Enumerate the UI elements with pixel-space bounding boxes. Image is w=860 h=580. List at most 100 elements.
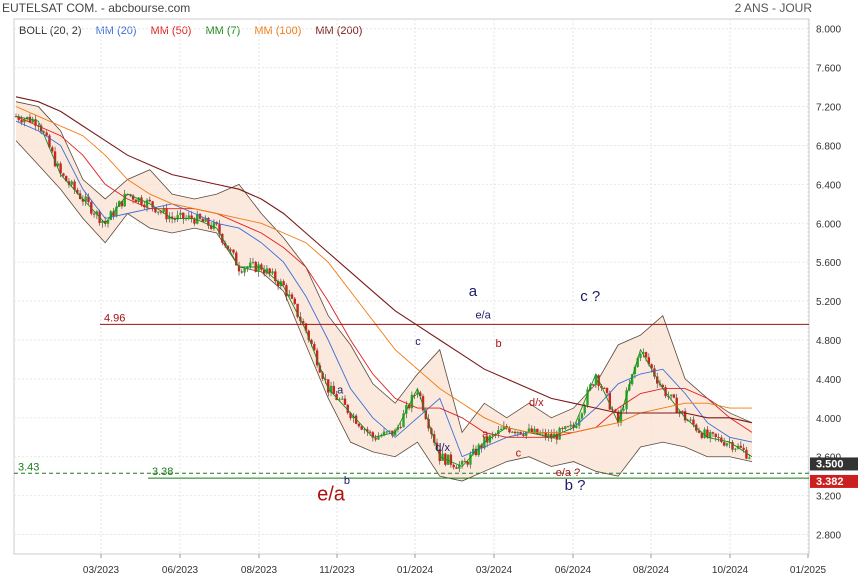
- mm50-line: [15, 115, 753, 438]
- candle-body: [170, 216, 174, 219]
- candle-body: [644, 352, 648, 358]
- x-tick-label: 11/2023: [319, 565, 355, 576]
- candle-body: [212, 222, 216, 229]
- wave-label: e/a: [475, 310, 491, 322]
- x-tick-label: 08/2023: [241, 565, 278, 576]
- x-tick-label: 01/2025: [790, 565, 827, 576]
- y-tick-label: 4.400: [816, 375, 841, 386]
- candle-body: [346, 404, 349, 413]
- legend-mm100[interactable]: MM (100): [254, 25, 302, 37]
- candle-body: [656, 376, 659, 384]
- candle-body: [505, 426, 508, 428]
- candle-body: [201, 218, 204, 222]
- candle-body: [315, 350, 319, 366]
- candle-body: [385, 431, 388, 433]
- candle-body: [301, 321, 305, 324]
- candle-body: [625, 390, 628, 410]
- candle-body: [669, 394, 673, 397]
- plot-frame: [13, 18, 810, 555]
- candle-body: [446, 454, 450, 465]
- value-badge-label: 3.500: [816, 458, 844, 470]
- x-tick-label: 08/2024: [633, 565, 670, 576]
- candle-body: [34, 119, 37, 126]
- candle-body: [703, 429, 706, 438]
- candle-body: [555, 433, 559, 440]
- candle-body: [340, 398, 344, 400]
- legend-boll[interactable]: BOLL (20, 2): [19, 25, 82, 37]
- candle-body: [62, 173, 65, 176]
- candle-body: [748, 457, 751, 459]
- candle-body: [566, 426, 570, 428]
- legend-mm50[interactable]: MM (50): [150, 25, 192, 37]
- candle-body: [288, 294, 291, 297]
- candle-body: [352, 415, 355, 419]
- candle-body: [700, 432, 704, 438]
- candle-body: [619, 410, 623, 423]
- candle-body: [564, 426, 567, 430]
- candle-body: [190, 215, 193, 220]
- candle-body: [243, 268, 246, 273]
- candle-body: [536, 428, 539, 435]
- y-tick-label: 5.200: [816, 297, 841, 308]
- wave-label: b: [344, 475, 350, 487]
- candle-body: [374, 437, 377, 440]
- wave-label: b: [496, 338, 502, 350]
- candle-body: [382, 431, 386, 436]
- candle-body: [717, 437, 720, 439]
- wave-label: a: [469, 283, 478, 300]
- candle-body: [616, 411, 620, 423]
- candle-body: [524, 431, 528, 436]
- y-tick-label: 3.200: [816, 492, 841, 503]
- candle-body: [187, 215, 191, 218]
- x-tick-label: 03/2024: [476, 565, 513, 576]
- candle-body: [410, 394, 414, 409]
- candle-body: [371, 432, 375, 438]
- candle-body: [165, 208, 168, 220]
- candle-body: [173, 218, 177, 220]
- candle-body: [547, 433, 550, 438]
- candle-body: [45, 132, 48, 136]
- level-label-343: 3.43: [18, 461, 39, 473]
- candle-body: [70, 181, 73, 185]
- candle-body: [630, 374, 634, 385]
- y-tick-label: 6.800: [816, 141, 841, 152]
- candle-body: [31, 119, 34, 123]
- candle-body: [460, 461, 464, 465]
- candle-body: [193, 219, 196, 224]
- wave-label: e/a ?: [556, 467, 580, 479]
- candle-body: [533, 428, 536, 434]
- candle-body: [608, 392, 612, 410]
- candle-body: [519, 431, 522, 435]
- legend-mm200[interactable]: MM (200): [315, 25, 363, 37]
- candle-body: [706, 429, 709, 438]
- candle-body: [642, 352, 645, 354]
- candle-body: [106, 219, 110, 224]
- mm100-line: [15, 106, 752, 433]
- period-label[interactable]: 2 ANS - JOUR: [734, 1, 812, 15]
- candle-body: [123, 193, 126, 207]
- y-tick-label: 6.000: [816, 219, 841, 230]
- candle-body: [229, 249, 232, 251]
- candle-body: [530, 428, 533, 434]
- candle-body: [380, 435, 383, 437]
- moving-averages: [15, 96, 753, 468]
- candle-body: [594, 375, 598, 386]
- legend-mm7[interactable]: MM (7): [205, 25, 241, 37]
- candle-body: [140, 197, 143, 205]
- candle-body: [485, 436, 489, 443]
- candle-body: [722, 442, 726, 446]
- wave-label: c ?: [580, 288, 600, 305]
- candle-body: [469, 454, 472, 465]
- mm200-line: [15, 96, 753, 424]
- legend-mm20[interactable]: MM (20): [95, 25, 137, 37]
- candle-body: [25, 116, 29, 120]
- candle-body: [544, 432, 547, 438]
- value-badge-label: 3.382: [816, 476, 844, 488]
- y-tick-label: 5.600: [816, 258, 841, 269]
- candle-body: [405, 405, 408, 414]
- candle-body: [452, 464, 455, 468]
- bollinger-band: [14, 101, 753, 482]
- candle-body: [51, 147, 54, 152]
- candle-body: [223, 242, 227, 246]
